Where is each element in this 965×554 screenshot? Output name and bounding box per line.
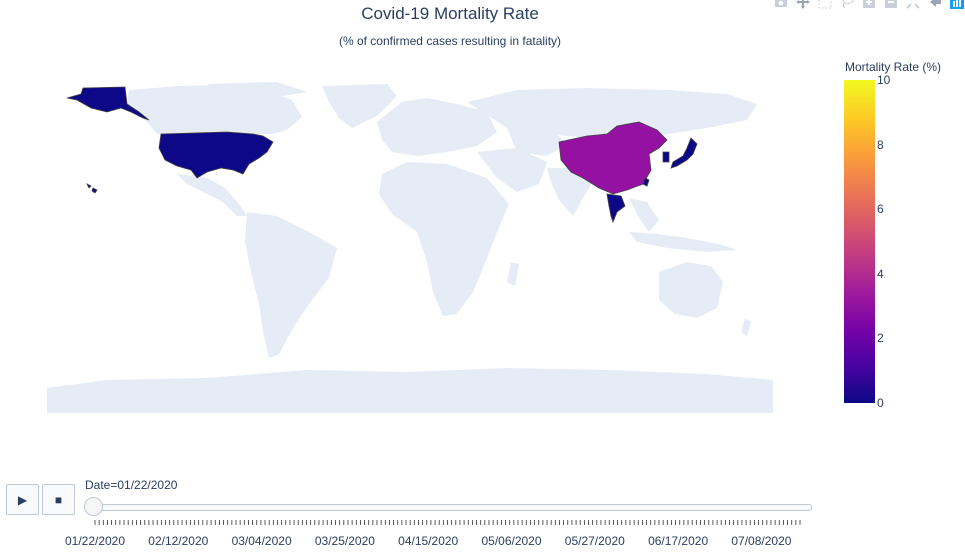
land-madagascar (507, 262, 519, 286)
land-south-america (245, 212, 337, 358)
slider-tick-label: 05/06/2020 (481, 534, 542, 548)
world-map[interactable] (47, 82, 773, 413)
land-russia (467, 88, 757, 140)
land-arctic-islands (207, 82, 307, 96)
slider-ticks (94, 520, 801, 525)
chart-title: Covid-19 Mortality Rate (361, 4, 539, 23)
autoscale-icon[interactable] (905, 0, 921, 9)
colorbar-title: Mortality Rate (%) (845, 60, 942, 74)
colorbar (844, 80, 875, 403)
choropleth-regions (66, 86, 698, 224)
slider-tick-label: 07/08/2020 (731, 534, 792, 548)
land-central-asia (507, 128, 567, 156)
stop-icon: ■ (54, 492, 63, 507)
slider-tick-label: 04/15/2020 (398, 534, 459, 548)
slider-tick-label: 01/22/2020 (64, 534, 126, 548)
land-greenland (322, 84, 397, 128)
land-southeast-asia (629, 198, 659, 232)
slider-rail[interactable] (86, 504, 812, 511)
land-australia (659, 262, 723, 318)
chart-subtitle: (% of confirmed cases resulting in fatal… (338, 34, 562, 48)
land-india (547, 168, 595, 216)
slider-tick-label: 03/25/2020 (314, 534, 375, 548)
colorbar-tick-label: 8 (877, 137, 884, 152)
land-antarctica (47, 368, 773, 413)
slider-tick-label: 02/12/2020 (148, 534, 209, 548)
land-uk (383, 118, 399, 138)
region-south-korea (662, 151, 670, 163)
slider-grip[interactable] (84, 497, 103, 516)
land-middle-east (477, 148, 547, 192)
region-japan (670, 137, 698, 169)
play-icon: ▶ (17, 492, 28, 507)
land-central-america (177, 174, 247, 216)
slider-tick-label: 06/17/2020 (648, 534, 709, 548)
colorbar-tick-label: 2 (877, 331, 884, 346)
box-select-icon[interactable] (817, 0, 833, 9)
colorbar-tick-label: 10 (877, 73, 891, 87)
slider-tick-label: 03/04/2020 (231, 534, 292, 548)
region-hawaii (86, 183, 98, 194)
region-china (558, 121, 668, 195)
region-thailand (606, 193, 626, 224)
land-africa (379, 162, 509, 316)
stop-button[interactable]: ■ (42, 484, 75, 515)
colorbar-tick-label: 0 (877, 396, 884, 410)
region-taiwan (642, 177, 650, 187)
modebar (773, 0, 965, 10)
zoom-out-icon[interactable] (883, 0, 899, 9)
lasso-icon[interactable] (839, 0, 855, 9)
land-masses (47, 82, 773, 413)
play-button[interactable]: ▶ (6, 484, 39, 515)
land-canada (127, 85, 302, 134)
region-alaska (66, 86, 150, 121)
camera-icon[interactable] (773, 0, 789, 9)
land-europe (377, 98, 497, 156)
region-united-states (158, 131, 274, 179)
plotly-logo-icon[interactable] (949, 0, 965, 9)
land-indonesia (629, 232, 737, 252)
land-new-zealand (741, 318, 751, 336)
reset-icon[interactable] (927, 0, 943, 9)
slider-current-value: Date=01/22/2020 (85, 478, 178, 492)
zoom-in-icon[interactable] (861, 0, 877, 9)
colorbar-tick-label: 4 (877, 266, 884, 281)
pan-icon[interactable] (795, 0, 811, 9)
colorbar-tick-label: 6 (877, 202, 884, 217)
slider-tick-label: 05/27/2020 (564, 534, 625, 548)
